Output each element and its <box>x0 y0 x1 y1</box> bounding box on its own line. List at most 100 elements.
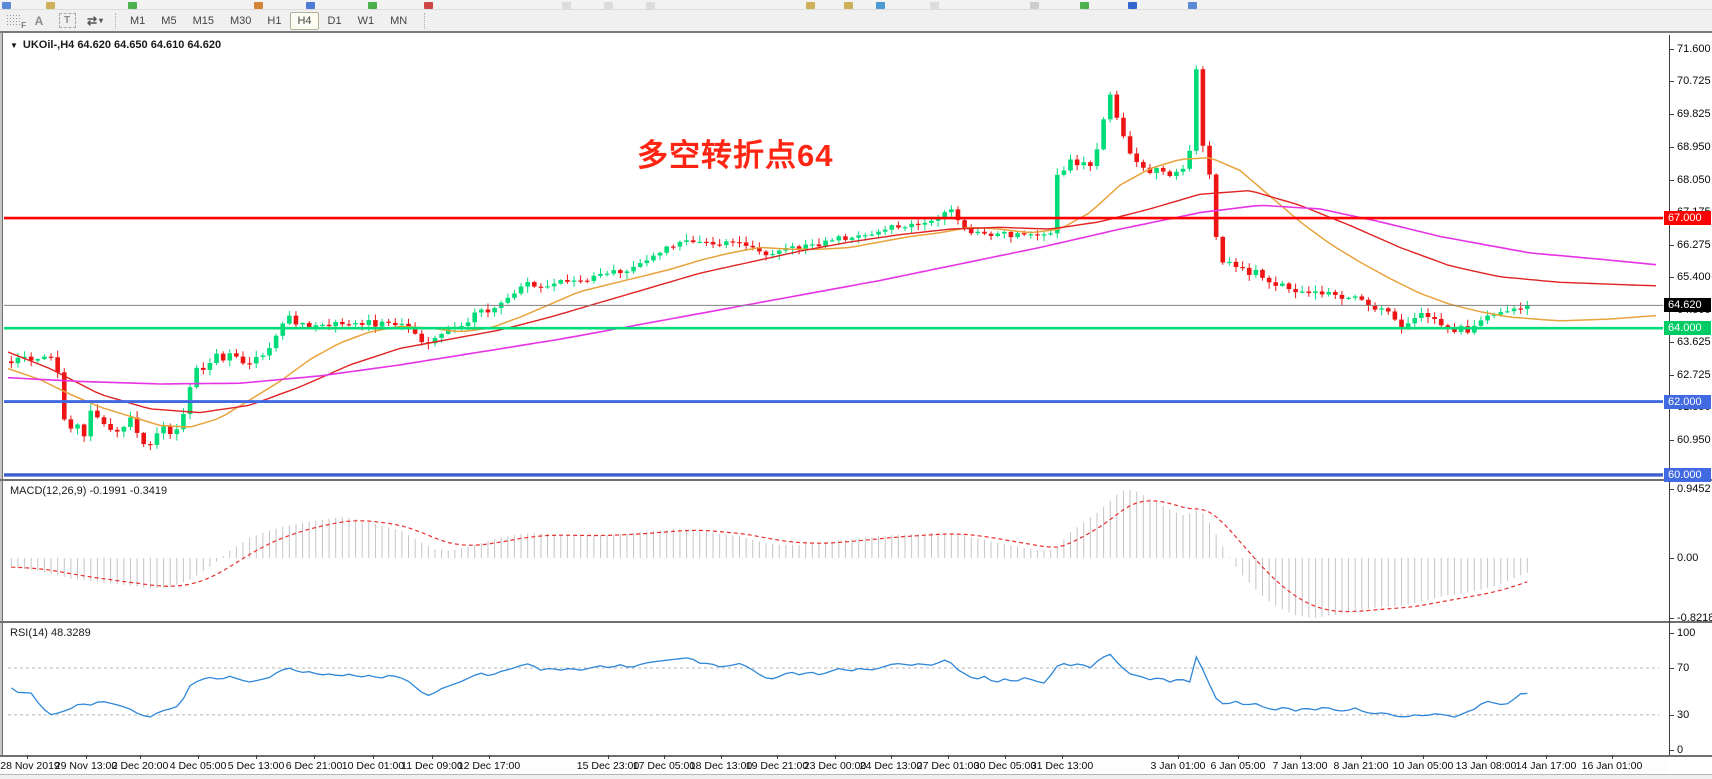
time-tick-mark <box>1062 755 1063 759</box>
time-tick-mark <box>1486 755 1487 759</box>
price-tick-label: 70.725 <box>1677 75 1711 88</box>
grid-f-icon[interactable]: F <box>6 14 26 30</box>
price-line-label-60.000: 60.000 <box>1664 467 1711 482</box>
toolbar-top-row-clipped[interactable] <box>0 0 1712 10</box>
date-label: 16 Jan 01:00 <box>1581 760 1643 772</box>
date-label: 7 Jan 13:00 <box>1272 760 1328 772</box>
timeframe-button-m15[interactable]: M15 <box>192 14 214 27</box>
timeframe-button-m1[interactable]: M1 <box>130 14 146 27</box>
date-label: 23 Dec 00:00 <box>803 760 867 772</box>
time-tick-mark <box>835 755 836 759</box>
date-label: 6 Jan 05:00 <box>1210 760 1266 772</box>
date-label: 27 Dec 01:00 <box>916 760 980 772</box>
price-line-label-67.000: 67.000 <box>1664 211 1711 226</box>
clipped-toolbar-icon[interactable] <box>876 2 885 9</box>
date-label: 6 Dec 21:00 <box>285 760 343 772</box>
date-label: 15 Dec 23:00 <box>576 760 640 772</box>
timeframe-button-m5[interactable]: M5 <box>161 14 177 27</box>
date-label: 2 Dec 20:00 <box>111 760 169 772</box>
clipped-toolbar-icon[interactable] <box>806 2 815 9</box>
cursor-arrows-icon[interactable]: ⇄ ▾ <box>86 13 104 28</box>
rsi-indicator-label: RSI(14) 48.3289 <box>10 627 91 639</box>
timeframe-button-h4[interactable]: H4 <box>290 11 319 30</box>
text-label-a-icon[interactable]: A <box>34 13 44 28</box>
chevron-down-icon[interactable]: ▾ <box>99 16 104 25</box>
clipped-toolbar-icon[interactable] <box>646 2 655 9</box>
time-tick-mark <box>140 755 141 759</box>
date-label: 14 Jan 17:00 <box>1515 760 1577 772</box>
time-tick-mark <box>373 755 374 759</box>
date-label: 17 Dec 05:00 <box>632 760 696 772</box>
timeframe-button-m30[interactable]: M30 <box>229 14 252 27</box>
date-label: 11 Dec 09:00 <box>401 760 463 772</box>
clipped-toolbar-icon[interactable] <box>562 2 571 9</box>
time-axis[interactable]: 28 Nov 2019 29 Nov 13:00 2 Dec 20:00 4 Dec … <box>0 755 1669 774</box>
time-tick-mark <box>891 755 892 759</box>
clipped-toolbar-icon[interactable] <box>1188 2 1197 9</box>
date-label: 5 Dec 13:00 <box>227 760 285 772</box>
textbox-t-icon[interactable]: T <box>57 13 77 29</box>
price-line-label-62.000: 62.000 <box>1664 394 1711 409</box>
toolbar-separator <box>115 12 117 29</box>
price-tick-label: 71.600 <box>1677 43 1711 56</box>
timeframe-button-mn[interactable]: MN <box>390 14 408 27</box>
pane-separator-macd[interactable] <box>0 479 1712 481</box>
timeframe-button-d1[interactable]: D1 <box>327 14 342 27</box>
date-label: 29 Nov 13:00 <box>54 760 118 772</box>
time-tick-mark <box>1005 755 1006 759</box>
clipped-toolbar-icon[interactable] <box>844 2 853 9</box>
clipped-toolbar-icon[interactable] <box>424 2 433 9</box>
date-label: 8 Jan 21:00 <box>1333 760 1389 772</box>
clipped-toolbar-icon[interactable] <box>1030 2 1039 9</box>
clipped-toolbar-icon[interactable] <box>46 2 55 9</box>
date-label: 31 Dec 13:00 <box>1030 760 1094 772</box>
macd-scale-label: 0.00 <box>1677 552 1699 564</box>
timeframe-button-w1[interactable]: W1 <box>357 14 375 27</box>
clipped-toolbar-icon[interactable] <box>1128 2 1137 9</box>
axis-tick-mark <box>1669 440 1674 442</box>
date-label: 10 Dec 01:00 <box>341 760 405 772</box>
timeframe-button-h1[interactable]: H1 <box>267 14 282 27</box>
price-tick-label: 63.625 <box>1677 335 1711 348</box>
symbol-dropdown-icon[interactable]: ▼ <box>10 40 18 50</box>
chart-title: ▼ UKOil-,H4 64.620 64.650 64.610 64.620 <box>10 39 221 51</box>
ma-mid-red <box>7 189 1657 414</box>
axis-tick-mark <box>1669 179 1674 181</box>
rsi-scale-label: 30 <box>1677 708 1690 721</box>
date-label: 12 Dec 17:00 <box>457 760 521 772</box>
axis-tick-mark <box>1669 489 1674 490</box>
chart-window[interactable]: ▼ UKOil-,H4 64.620 64.650 64.610 64.620 … <box>0 31 1712 779</box>
price-tick-label: 69.825 <box>1677 108 1711 121</box>
price-tick-label: 62.725 <box>1677 368 1711 381</box>
time-tick-mark <box>608 755 609 759</box>
axis-tick-mark <box>1669 276 1674 278</box>
rsi-line <box>10 653 1528 718</box>
date-label: 3 Jan 01:00 <box>1150 760 1206 772</box>
axis-tick-mark <box>1669 81 1674 83</box>
time-tick-mark <box>1423 755 1424 759</box>
clipped-toolbar-icon[interactable] <box>254 2 263 9</box>
time-tick-mark <box>664 755 665 759</box>
time-tick-mark <box>314 755 315 759</box>
chart-plot-area[interactable] <box>0 35 1663 755</box>
clipped-toolbar-icon[interactable] <box>128 2 137 9</box>
price-tick-label: 66.275 <box>1677 238 1711 251</box>
clipped-toolbar-icon[interactable] <box>2 2 11 9</box>
pane-separator-rsi[interactable] <box>0 621 1712 623</box>
clipped-toolbar-icon[interactable] <box>368 2 377 9</box>
clipped-toolbar-icon[interactable] <box>1080 2 1089 9</box>
price-tick-label: 68.950 <box>1677 140 1711 153</box>
time-tick-mark <box>86 755 87 759</box>
window-bottom-frame <box>0 774 1712 779</box>
date-label: 18 Dec 13:00 <box>689 760 753 772</box>
timeframe-buttons: M1 M5 M15 M30 H1 H4 D1 W1 MN <box>123 11 414 30</box>
date-label: 28 Nov 2019 <box>0 760 60 772</box>
chart-annotation: 多空转折点64 <box>637 138 834 173</box>
time-tick-mark <box>1361 755 1362 759</box>
price-line-label-64.000: 64.000 <box>1664 321 1711 336</box>
clipped-toolbar-icon[interactable] <box>306 2 315 9</box>
axis-tick-mark <box>1669 632 1674 634</box>
clipped-toolbar-icon[interactable] <box>604 2 613 9</box>
clipped-toolbar-icon[interactable] <box>930 2 939 9</box>
time-tick-mark <box>1612 755 1613 759</box>
